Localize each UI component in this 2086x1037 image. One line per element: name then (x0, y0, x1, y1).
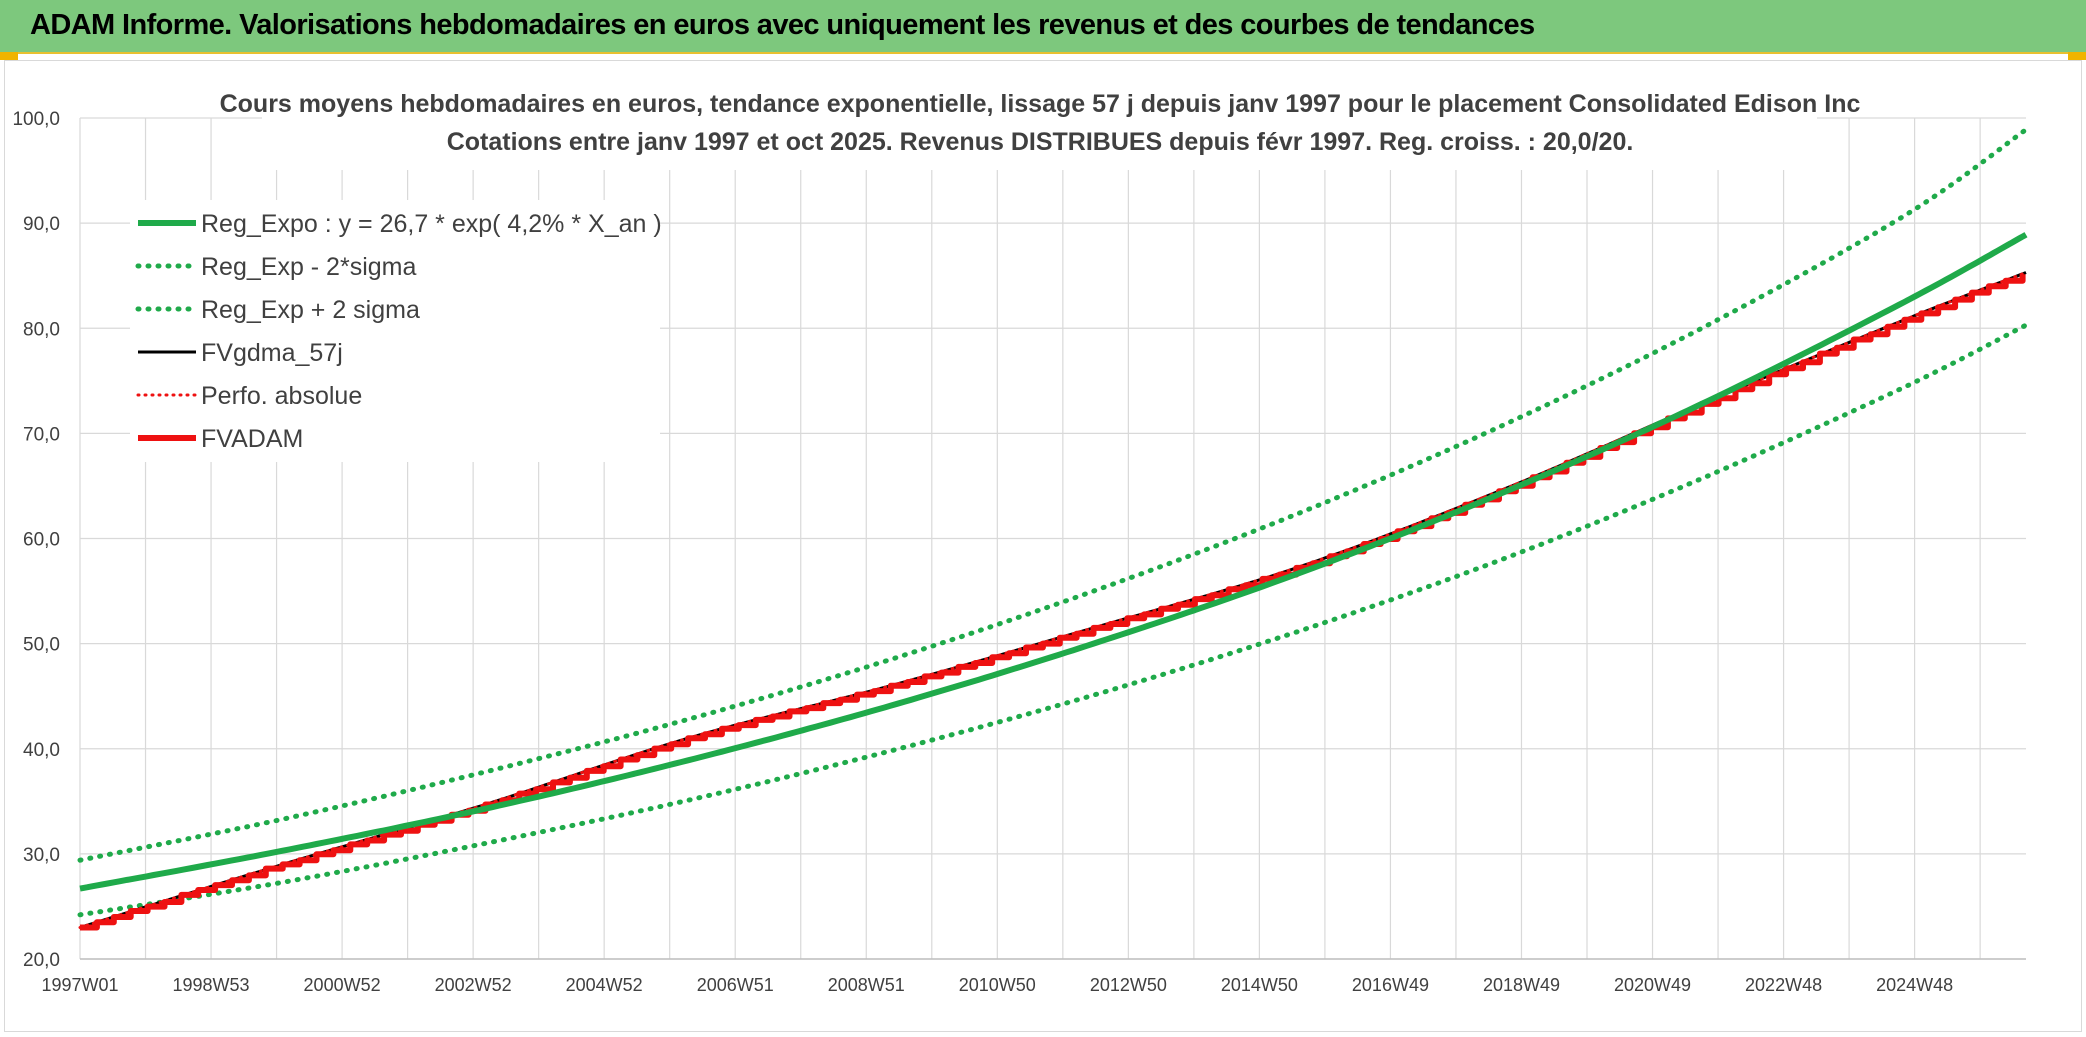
banner-title: ADAM Informe. Valorisations hebdomadaire… (30, 9, 1535, 41)
banner: ADAM Informe. Valorisations hebdomadaire… (0, 0, 2086, 54)
legend-label: Reg_Expo : y = 26,7 * exp( 4,2% * X_an ) (201, 210, 662, 238)
y-tick-label: 70,0 (23, 424, 60, 445)
y-tick-label: 50,0 (23, 635, 60, 656)
series-group (77, 127, 2029, 931)
legend-label: Reg_Exp - 2*sigma (201, 253, 416, 281)
y-tick-label: 80,0 (23, 319, 60, 340)
y-tick-label: 100,0 (12, 109, 60, 130)
legend-label: FVADAM (201, 425, 303, 453)
legend: Reg_Expo : y = 26,7 * exp( 4,2% * X_an )… (130, 200, 662, 462)
chart-title: Cours moyens hebdomadaires en euros, ten… (220, 84, 1861, 170)
x-tick-label: 2010W50 (959, 975, 1036, 995)
x-tick-label: 2014W50 (1221, 975, 1298, 995)
legend-label: Perfo. absolue (201, 382, 362, 410)
series-reg-exp-2-sigma (77, 127, 2029, 863)
legend-label: FVgdma_57j (201, 339, 343, 367)
chart-title-line: Cotations entre janv 1997 et oct 2025. R… (447, 128, 1634, 156)
x-tick-label: 1998W53 (173, 975, 250, 995)
chart-frame (4, 60, 2082, 1032)
x-tick-label: 2016W49 (1352, 975, 1429, 995)
x-tick-label: 2002W52 (435, 975, 512, 995)
corner-mark-right (2068, 52, 2086, 60)
y-tick-label: 20,0 (23, 950, 60, 971)
x-tick-label: 2012W50 (1090, 975, 1167, 995)
x-tick-label: 2024W48 (1876, 975, 1953, 995)
legend-background (130, 200, 660, 462)
x-tick-label: 2000W52 (304, 975, 381, 995)
x-tick-label: 2004W52 (566, 975, 643, 995)
x-tick-label: 2022W48 (1745, 975, 1822, 995)
x-tick-label: 1997W01 (41, 975, 118, 995)
x-tick-label: 2020W49 (1614, 975, 1691, 995)
corner-mark-left (0, 52, 18, 60)
y-axis-ticks: 20,0 30,0 40,0 50,0 60,0 70,0 80,0 90,0 100,0 (12, 109, 60, 971)
x-axis-ticks: 1997W01 1998W53 2000W52 2002W52 2004W52 2006W… (41, 975, 1953, 995)
y-tick-label: 90,0 (23, 214, 60, 235)
y-tick-label: 40,0 (23, 740, 60, 761)
x-tick-label: 2018W49 (1483, 975, 1560, 995)
y-tick-label: 60,0 (23, 530, 60, 551)
legend-label: Reg_Exp + 2 sigma (201, 296, 420, 324)
chart-title-line: Cours moyens hebdomadaires en euros, ten… (220, 90, 1861, 118)
chart-title-background (262, 84, 1817, 170)
x-tick-label: 2008W51 (828, 975, 905, 995)
x-tick-label: 2006W51 (697, 975, 774, 995)
series-reg-exp-2-sigma (77, 322, 2029, 918)
y-tick-label: 30,0 (23, 845, 60, 866)
series-reg-expo (79, 232, 2028, 892)
